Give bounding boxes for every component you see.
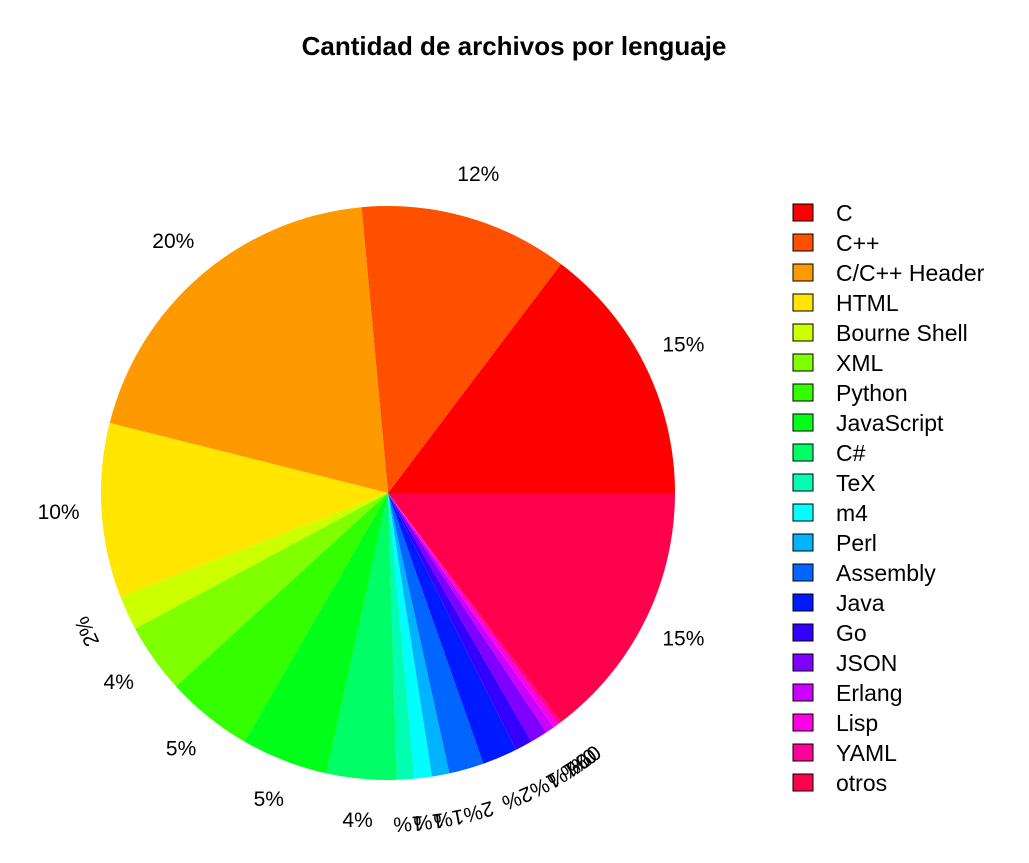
- pie-slice-erlang: [388, 493, 554, 733]
- pie-label-c: 12%: [457, 163, 499, 186]
- legend-swatch-html: [792, 293, 814, 312]
- pie-label-tex: 1%: [393, 811, 425, 836]
- pie-slice-tex: [388, 493, 415, 780]
- pie-slice-html: [101, 423, 388, 597]
- pie-label-javascript: 5%: [254, 788, 284, 811]
- legend-swatch-otros: [792, 773, 814, 792]
- legend-swatch-javascript: [792, 413, 814, 432]
- pie-label-m4: 1%: [412, 808, 445, 835]
- legend-label-c: C++: [836, 230, 879, 256]
- pie-label-c: 15%: [662, 333, 704, 356]
- legend-label-assembly: Assembly: [836, 560, 936, 586]
- legend-label-javascript: JavaScript: [836, 410, 944, 436]
- legend: C C++ C/C++ Header HTML Bourne Shell XML Pytho…: [792, 200, 985, 796]
- legend-swatch-c: [792, 203, 814, 222]
- pie-slice-c: [326, 493, 397, 780]
- pie-slice-yaml: [388, 493, 561, 725]
- legend-label-html: HTML: [836, 290, 899, 316]
- legend-swatch-c-c-header: [792, 263, 814, 282]
- pie-slice-c: [388, 263, 675, 493]
- legend-swatch-java: [792, 593, 814, 612]
- pie-label-xml: 4%: [104, 671, 134, 694]
- pie-label-otros: 15%: [662, 628, 704, 651]
- pie-label-python: 5%: [166, 738, 196, 761]
- legend-label-c: C: [836, 200, 853, 226]
- pie-slice-otros: [388, 493, 675, 723]
- pie-label-html: 10%: [38, 501, 80, 524]
- pie-slice-xml: [135, 493, 388, 687]
- chart-title: Cantidad de archivos por lenguaje: [302, 31, 727, 61]
- legend-swatch-erlang: [792, 683, 814, 702]
- legend-swatch-tex: [792, 473, 814, 492]
- pie-slice-java: [388, 493, 516, 764]
- pie-label-c: 4%: [342, 809, 372, 832]
- pie-slice-assembly: [388, 493, 484, 774]
- legend-swatch-xml: [792, 353, 814, 372]
- legend-label-lisp: Lisp: [836, 710, 878, 736]
- legend-label-m4: m4: [836, 500, 868, 526]
- legend-swatch-c: [792, 233, 814, 252]
- legend-label-erlang: Erlang: [836, 680, 902, 706]
- legend-swatch-bourne-shell: [792, 323, 814, 342]
- pie-slice-python: [175, 493, 388, 742]
- legend-label-go: Go: [836, 620, 867, 646]
- pie-slice-perl: [388, 493, 450, 777]
- pie-slice-bourne-shell: [120, 493, 388, 629]
- pie-label-assembly: 2%: [461, 796, 496, 826]
- pie-slice-json: [388, 493, 547, 742]
- legend-swatch-json: [792, 653, 814, 672]
- pie-label-bourne-shell: 2%: [71, 613, 105, 650]
- legend-swatch-yaml: [792, 743, 814, 762]
- pie-slice-lisp: [388, 493, 559, 728]
- legend-label-c: C#: [836, 440, 866, 466]
- pie-slice-c-c-header: [109, 207, 389, 493]
- legend-label-java: Java: [836, 590, 885, 616]
- pie-slices: [101, 205, 675, 780]
- pie-slice-m4: [388, 493, 433, 779]
- legend-label-bourne-shell: Bourne Shell: [836, 320, 968, 346]
- legend-swatch-go: [792, 623, 814, 642]
- legend-swatch-perl: [792, 533, 814, 552]
- legend-label-python: Python: [836, 380, 908, 406]
- legend-label-tex: TeX: [836, 470, 876, 496]
- pie-label-perl: 1%: [432, 804, 466, 832]
- legend-label-otros: otros: [836, 770, 887, 796]
- pie-slice-go: [388, 493, 532, 750]
- legend-label-xml: XML: [836, 350, 884, 376]
- legend-label-json: JSON: [836, 650, 897, 676]
- legend-swatch-lisp: [792, 713, 814, 732]
- legend-label-perl: Perl: [836, 530, 877, 556]
- legend-label-yaml: YAML: [836, 740, 897, 766]
- legend-swatch-python: [792, 383, 814, 402]
- legend-label-c-c-header: C/C++ Header: [836, 260, 985, 286]
- pie-slice-c: [361, 205, 561, 494]
- legend-swatch-m4: [792, 503, 814, 522]
- pie-labels: 15%12%20%10%2%4%5%5%4% 1%1%1%2% 2%1%1%0%0%…: [38, 163, 705, 836]
- legend-swatch-assembly: [792, 563, 814, 582]
- legend-swatch-c: [792, 443, 814, 462]
- pie-slice-javascript: [244, 493, 388, 774]
- pie-label-c-c-header: 20%: [152, 230, 194, 253]
